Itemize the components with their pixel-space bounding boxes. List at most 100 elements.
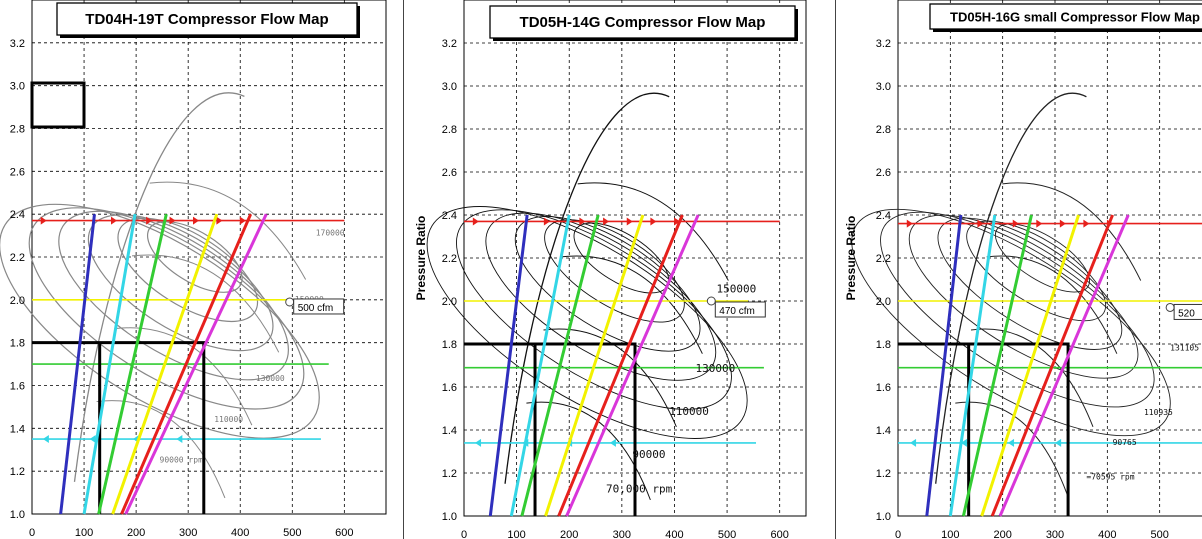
- efficiency-island-contour: [514, 215, 701, 352]
- y-tick-label: 2.6: [10, 166, 25, 178]
- flow-marker: [674, 217, 681, 226]
- chart-title: TD04H-19T Compressor Flow Map: [85, 11, 328, 28]
- operating-line: [565, 214, 700, 517]
- y-axis-title: Pressure Ratio: [844, 216, 858, 301]
- x-tick-label: 300: [179, 527, 197, 539]
- x-tick-label: 300: [1046, 529, 1064, 539]
- y-tick-label: 3.0: [876, 81, 891, 93]
- callout-marker: [706, 296, 716, 306]
- operating-line: [557, 214, 684, 517]
- flow-marker: [1036, 219, 1043, 228]
- operating-line: [520, 214, 600, 517]
- y-tick-label: 1.2: [10, 466, 25, 478]
- x-tick-label: 0: [29, 527, 35, 539]
- flow-marker: [216, 216, 223, 225]
- x-tick-label: 0: [461, 529, 467, 539]
- y-tick-label: 2.8: [442, 124, 457, 136]
- operating-line: [980, 214, 1080, 517]
- speed-label: 170000: [316, 229, 345, 238]
- speed-label: 110000: [214, 415, 243, 424]
- y-tick-label: 1.0: [442, 511, 457, 523]
- efficiency-island-contour: [0, 203, 320, 439]
- flow-marker: [603, 217, 610, 226]
- speed-line: [955, 401, 1070, 501]
- flow-marker: [626, 217, 633, 226]
- operating-line: [544, 214, 645, 517]
- speed-line: [543, 328, 677, 427]
- flow-marker: [1083, 219, 1090, 228]
- td05h-16g-small-flow-map-chart: 131105 110935 90765 =70595 rpm 520 0 100 200 300…: [844, 0, 1202, 539]
- x-tick-label: 200: [127, 527, 145, 539]
- panel-divider: [403, 0, 404, 539]
- x-tick-label: 100: [75, 527, 93, 539]
- flow-marker: [475, 438, 482, 447]
- flow-marker: [906, 219, 913, 228]
- speed-label: 131105: [1170, 343, 1199, 352]
- operating-line: [948, 214, 997, 517]
- speed-line: [1002, 182, 1142, 281]
- y-tick-label: 2.2: [876, 253, 891, 265]
- speed-line: [560, 255, 703, 354]
- speed-label: 90000 rpm: [160, 456, 204, 465]
- callout-box: [1173, 303, 1202, 320]
- x-tick-label: 600: [335, 527, 353, 539]
- callout-label: 500 cfm: [298, 303, 334, 314]
- flow-marker: [110, 216, 117, 225]
- efficiency-island-contour: [966, 220, 1107, 322]
- flow-marker: [472, 217, 479, 226]
- operating-range-outline: [898, 342, 1070, 516]
- x-tick-label: 0: [895, 529, 901, 539]
- y-tick-label: 2.0: [442, 296, 457, 308]
- x-tick-label: 400: [231, 527, 249, 539]
- x-tick-label: 300: [613, 529, 631, 539]
- y-tick-label: 1.0: [876, 511, 891, 523]
- y-tick-label: 1.8: [876, 339, 891, 351]
- speed-label: 150000: [717, 282, 757, 295]
- flow-marker: [176, 435, 183, 444]
- legend-box: [30, 81, 86, 129]
- x-tick-label: 100: [941, 529, 959, 539]
- x-tick-label: 400: [1098, 529, 1116, 539]
- flow-marker: [1008, 438, 1015, 447]
- x-tick-label: 200: [560, 529, 578, 539]
- efficiency-island-contour: [908, 214, 1139, 379]
- title-box: [489, 5, 796, 39]
- y-tick-label: 1.6: [10, 381, 25, 393]
- speed-label: 90000: [632, 448, 665, 461]
- callout-label: 520: [1178, 308, 1195, 319]
- flow-marker: [42, 435, 49, 444]
- y-tick-label: 1.6: [876, 382, 891, 394]
- y-tick-label: 1.6: [442, 382, 457, 394]
- flow-marker: [1012, 219, 1019, 228]
- x-tick-label: 600: [771, 529, 789, 539]
- efficiency-island-contour: [426, 206, 748, 439]
- callout-marker: [285, 297, 295, 307]
- speed-label: 130000: [256, 374, 285, 383]
- y-tick-label: 2.0: [10, 295, 25, 307]
- speed-label: =70595 rpm: [1086, 472, 1134, 481]
- y-tick-label: 1.4: [442, 425, 457, 437]
- surge-line: [935, 92, 1087, 484]
- operating-range-outline: [32, 341, 206, 514]
- y-tick-label: 2.2: [10, 252, 25, 264]
- operating-line: [111, 213, 219, 515]
- speed-label: 90765: [1113, 438, 1137, 447]
- flow-marker: [543, 217, 550, 226]
- speed-line: [96, 400, 226, 499]
- flow-marker: [239, 216, 246, 225]
- efficiency-island-contour: [994, 223, 1090, 293]
- surge-line: [504, 92, 670, 484]
- y-tick-label: 3.2: [10, 38, 25, 50]
- operating-line: [82, 213, 137, 515]
- y-tick-label: 2.6: [876, 167, 891, 179]
- x-tick-label: 500: [718, 529, 736, 539]
- title-box: [56, 2, 358, 36]
- y-tick-label: 1.4: [10, 423, 25, 435]
- flow-marker: [89, 435, 96, 444]
- operating-line: [59, 213, 96, 515]
- x-tick-label: 400: [665, 529, 683, 539]
- speed-label: 70,000 rpm: [606, 482, 673, 495]
- operating-line: [990, 214, 1114, 517]
